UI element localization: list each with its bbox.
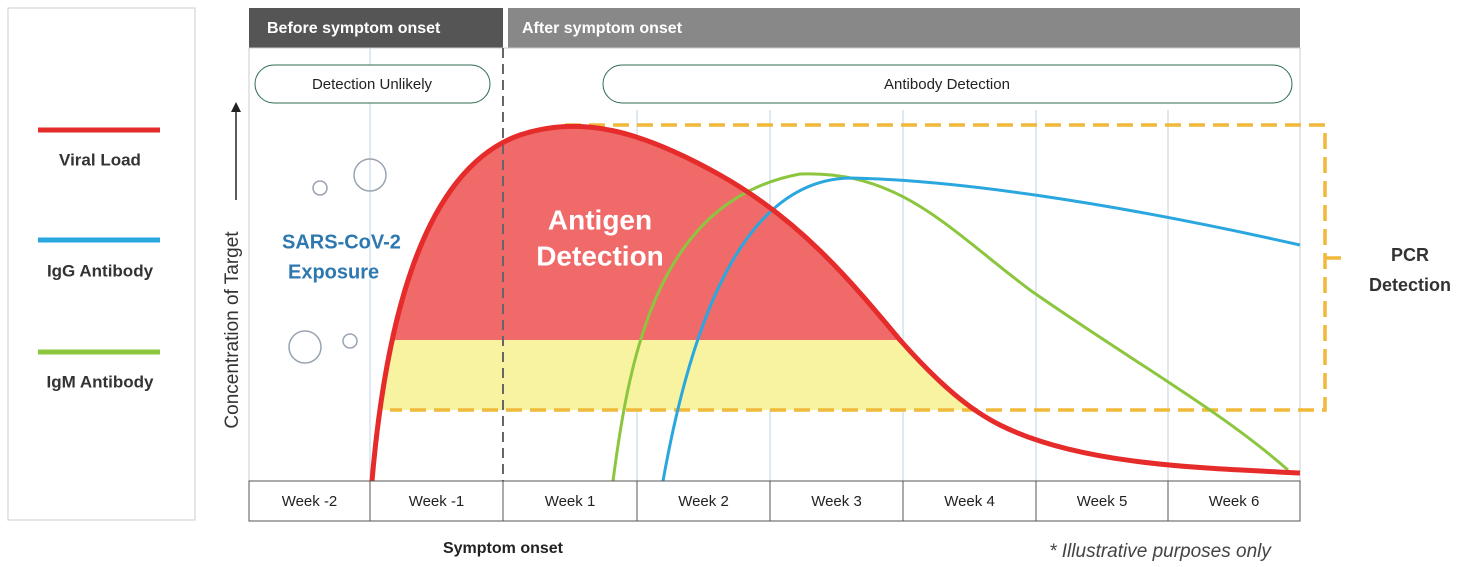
week-label: Week -2 [282,493,338,510]
legend-label: Viral Load [59,150,141,169]
annotation: Symptom onset [443,540,564,557]
annotation: PCR [1391,245,1429,265]
header-label: After symptom onset [522,20,683,37]
week-label: Week 4 [944,493,995,510]
note: * Illustrative purposes only [1049,541,1272,562]
header-label: Before symptom onset [267,20,441,37]
week-label: Week -1 [409,493,465,510]
legend-label: IgG Antibody [47,261,154,280]
annotation: Antigen [548,204,652,235]
week-label: Week 2 [678,493,729,510]
phase-label: Detection Unlikely [312,76,433,93]
week-label: Week 3 [811,493,862,510]
annotation: SARS-CoV-2 [282,231,401,253]
y-arrow-head [231,102,241,112]
phase-label: Antibody Detection [884,76,1010,93]
legend-label: IgM Antibody [46,372,154,391]
y-axis-label: Concentration of Target [222,231,243,429]
week-label: Week 6 [1209,493,1260,510]
week-label: Week 1 [545,493,596,510]
annotation: Exposure [288,261,379,283]
diagram: Viral Load IgG Antibody IgM Antibody Bef… [0,0,1483,567]
annotation: Detection [536,240,664,271]
week-label: Week 5 [1077,493,1128,510]
annotation: Detection [1369,275,1451,295]
